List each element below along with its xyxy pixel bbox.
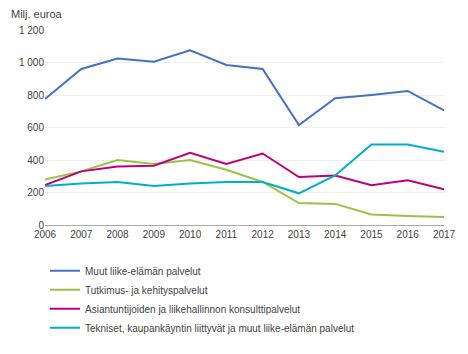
svg-text:2011: 2011 — [216, 229, 238, 240]
svg-text:2007: 2007 — [70, 229, 93, 240]
svg-text:2010: 2010 — [179, 229, 202, 240]
svg-text:Tekniset, kaupankäyntin liitty: Tekniset, kaupankäyntin liittyvät ja muu… — [85, 323, 354, 334]
svg-text:2014: 2014 — [324, 229, 347, 240]
svg-text:400: 400 — [27, 155, 44, 166]
svg-text:2017: 2017 — [433, 229, 456, 240]
svg-text:2016: 2016 — [397, 229, 420, 240]
svg-text:200: 200 — [27, 187, 44, 198]
svg-text:2015: 2015 — [360, 229, 383, 240]
svg-text:Tutkimus- ja kehityspalvelut: Tutkimus- ja kehityspalvelut — [85, 285, 208, 296]
svg-text:Muut liike-elämän palvelut: Muut liike-elämän palvelut — [85, 266, 201, 277]
svg-text:0: 0 — [38, 220, 44, 231]
svg-text:2008: 2008 — [106, 229, 129, 240]
svg-text:2009: 2009 — [143, 229, 166, 240]
svg-text:800: 800 — [27, 90, 44, 101]
svg-text:2013: 2013 — [288, 229, 311, 240]
svg-text:Milj. euroa: Milj. euroa — [11, 8, 63, 20]
svg-text:2012: 2012 — [252, 229, 275, 240]
svg-text:1 000: 1 000 — [19, 57, 44, 68]
svg-text:Asiantuntijoiden ja liikehalli: Asiantuntijoiden ja liikehallinnon konsu… — [85, 304, 300, 315]
svg-text:1 200: 1 200 — [19, 25, 44, 36]
svg-text:600: 600 — [27, 122, 44, 133]
svg-text:2006: 2006 — [34, 229, 57, 240]
